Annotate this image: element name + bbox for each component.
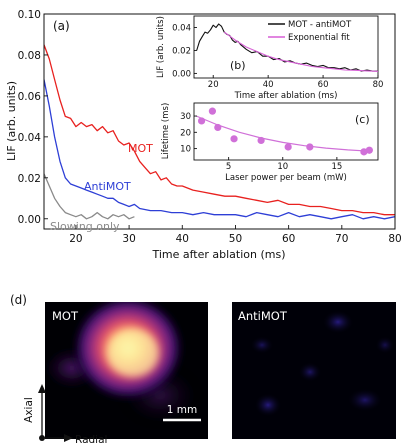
x-tick-label: 5: [226, 162, 231, 172]
x-tick-label: 70: [335, 233, 348, 245]
inset-b-frame: [193, 15, 379, 79]
antimot-noise-blob: [375, 336, 395, 354]
panel-c-label: (c): [355, 113, 370, 126]
panel-b-label: (b): [230, 59, 246, 72]
antimot-image: AntiMOT: [232, 302, 396, 439]
y-tick-label: 0.04: [18, 132, 42, 144]
x-tick-label: 50: [229, 233, 242, 245]
main-plot-frame: [43, 13, 396, 230]
y-tick-label: 0.10: [18, 9, 41, 21]
antimot-series-label: AntiMOT: [84, 180, 131, 193]
y-tick-label: 0.00: [18, 214, 41, 226]
y-tick-label: 20: [180, 128, 191, 138]
x-tick-label: 60: [282, 233, 295, 245]
x-tick-label: 20: [69, 233, 82, 245]
antimot-line: [44, 79, 395, 220]
fit-line: [195, 115, 370, 152]
antimot-noise-blob: [254, 393, 282, 417]
x-tick-label: 30: [122, 233, 135, 245]
mot-image: MOT 1 mm: [45, 302, 208, 439]
antimot-noise-blob: [298, 362, 322, 382]
exponential-fit-line: [223, 31, 378, 72]
data-point: [360, 148, 368, 156]
mot-series-label: MOT: [128, 142, 153, 155]
data-point: [284, 143, 292, 151]
y-tick-label: 30: [180, 112, 191, 122]
y-tick-label: 0.06: [18, 91, 42, 103]
orientation-axes: Axial Radial: [23, 384, 107, 446]
mot-cloud-core: [107, 329, 159, 377]
main-x-axis-label: Time after ablation (ms): [151, 248, 285, 261]
antimot-noise-blob: [322, 310, 354, 334]
data-point: [208, 107, 216, 115]
radial-label: Radial: [75, 434, 107, 446]
antimot-noise-blob: [250, 336, 274, 354]
slowing-only-series-label: Slowing only: [50, 220, 120, 233]
inset-b-legend: MOT - antiMOT Exponential fit: [268, 20, 352, 43]
scale-bar-label: 1 mm: [167, 404, 197, 416]
main-plot: 20 30 40 50 60 70 80 0.000.020.040.060.080.10 …: [5, 9, 401, 261]
inset-b: 20 40 60 80 0.00 0.02 0.04 (b) Time after abl…: [156, 15, 384, 101]
panel-a-label: (a): [53, 19, 70, 33]
x-tick-label: 20: [208, 80, 219, 90]
x-tick-label: 80: [373, 80, 384, 90]
panel-d-label: (d): [10, 293, 27, 307]
x-tick-label: 15: [331, 162, 342, 172]
data-point: [306, 143, 314, 151]
inset-c-frame: [193, 102, 379, 161]
inset-c-y-axis-label: Lifetime (ms): [161, 103, 171, 160]
slowing-only-line: [44, 173, 135, 220]
legend-exponential-fit-label: Exponential fit: [288, 33, 350, 43]
axial-arrow-head: [38, 384, 46, 393]
y-tick-label: 0.02: [18, 173, 41, 185]
mot-antimot-line: [196, 23, 378, 72]
y-tick-label: 10: [180, 145, 191, 155]
x-tick-label: 40: [176, 233, 189, 245]
panel-d: (d) MOT 1 mm AntiMOT: [10, 293, 396, 446]
main-y-axis-label: LIF (arb. units): [5, 81, 18, 161]
antimot-noise-blob: [347, 388, 383, 412]
x-tick-label: 10: [277, 162, 288, 172]
inset-c-x-axis-label: Laser power per beam (mW): [225, 173, 347, 183]
mot-image-label: MOT: [52, 309, 79, 323]
data-point: [230, 135, 238, 143]
y-tick-label: 0.08: [18, 50, 41, 62]
inset-b-y-axis-label: LIF (arb. units): [156, 16, 166, 78]
inset-c: 5 10 15 10 20 30 (c) Laser power per beam (m…: [161, 102, 379, 183]
radial-arrow-head: [64, 434, 73, 442]
x-tick-label: 60: [318, 80, 329, 90]
mot-line: [44, 44, 395, 216]
x-tick-label: 40: [263, 80, 274, 90]
y-tick-label: 0.00: [172, 69, 191, 79]
inset-b-x-axis-label: Time after ablation (ms): [234, 91, 338, 101]
antimot-image-label: AntiMOT: [238, 309, 288, 323]
y-tick-label: 0.04: [172, 23, 191, 33]
x-tick-label: 80: [388, 233, 401, 245]
axial-label: Axial: [23, 397, 35, 423]
y-tick-label: 0.02: [172, 46, 191, 56]
legend-mot-minus-antimot-label: MOT - antiMOT: [288, 20, 352, 30]
data-point: [365, 146, 373, 154]
